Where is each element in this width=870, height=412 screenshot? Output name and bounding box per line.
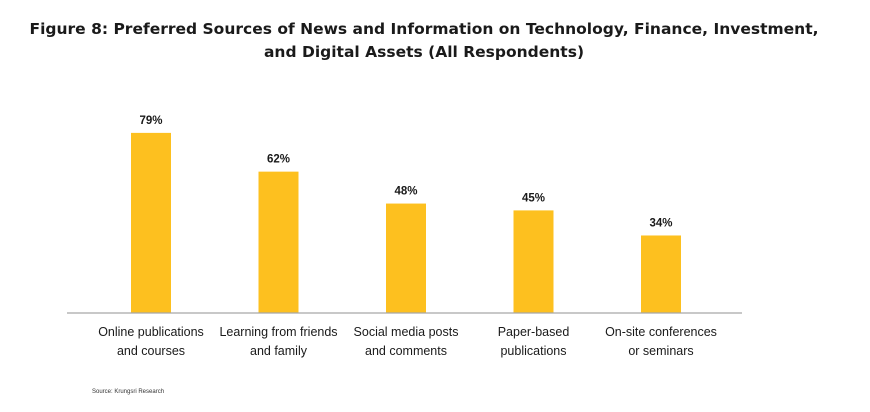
category-label: and comments	[365, 344, 447, 358]
category-label: Paper-based	[498, 325, 570, 339]
category-label: and family	[250, 344, 308, 358]
category-label: On-site conferences	[605, 325, 717, 339]
data-label: 62%	[267, 154, 290, 166]
category-label: Online publications	[98, 325, 204, 339]
category-label: publications	[500, 344, 566, 358]
bar	[513, 210, 554, 313]
bars-group	[131, 132, 681, 313]
chart-title: Figure 8: Preferred Sources of News and …	[0, 18, 848, 64]
bar	[386, 203, 426, 313]
bar	[258, 171, 299, 313]
category-label: Social media posts	[354, 325, 459, 339]
chart-title-line-2: and Digital Assets (All Respondents)	[263, 43, 585, 61]
data-label: 34%	[649, 217, 672, 229]
data-label: 79%	[139, 115, 162, 127]
category-labels-group: Online publications and courses Learning f…	[98, 325, 717, 358]
bar	[131, 132, 171, 313]
bar	[641, 235, 681, 313]
data-label: 48%	[394, 186, 417, 198]
source-note: Source: Krungsri Research	[92, 389, 165, 395]
category-label: Learning from friends	[219, 325, 337, 339]
data-labels-group: 79% 62% 48% 45% 34%	[139, 115, 672, 230]
chart-title-line-1: Figure 8: Preferred Sources of News and …	[29, 20, 819, 38]
category-label: or seminars	[628, 344, 693, 358]
data-label: 45%	[522, 192, 545, 204]
category-label: and courses	[117, 344, 185, 358]
